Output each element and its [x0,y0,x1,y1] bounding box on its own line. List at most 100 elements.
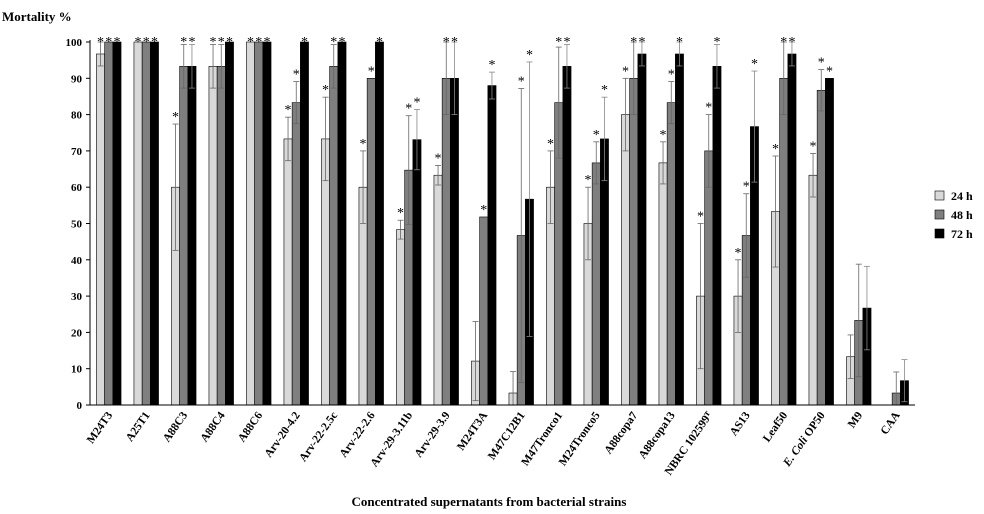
x-tick-label: A88C4 [198,410,227,445]
significance-star: * [547,137,554,152]
significance-star: * [818,56,825,71]
bar-48h-18 [779,78,789,406]
bar-48h-13 [591,162,601,406]
x-tick-label: A25T1 [124,410,153,444]
bar-24h-19 [808,174,818,406]
bar-72h-14 [637,53,647,406]
significance-star: * [705,101,712,116]
bar-24h-3 [208,66,218,406]
bar-24h-0 [96,53,105,406]
bar-72h-3 [225,41,234,406]
y-tick-label: 100 [66,37,83,49]
bar-48h-6 [329,66,339,406]
bar-24h-15 [658,162,668,406]
significance-star: * [788,35,795,50]
x-tick-label: AS13 [728,410,753,439]
significance-star: * [172,110,179,125]
y-tick-label: 0 [77,400,83,412]
legend-label-48h: 48 h [951,208,973,222]
x-tick-label: A88copa13 [637,410,678,462]
significance-star: * [113,35,120,50]
significance-star: * [480,203,487,218]
bar-72h-1 [150,41,159,406]
significance-star: * [322,83,329,98]
bar-72h-8 [412,139,422,406]
significance-star: * [226,35,233,50]
significance-star: * [293,68,300,83]
significance-star: * [451,35,458,50]
significance-star: * [735,246,742,261]
y-tick-label: 90 [71,73,83,85]
bar-24h-4 [246,41,255,406]
significance-star: * [772,142,779,157]
bar-72h-16 [712,66,722,406]
x-tick-label: M24T3A [455,409,491,453]
bar-24h-5 [283,138,293,406]
bar-72h-4 [262,41,272,406]
significance-star: * [443,35,450,50]
legend-label-72h: 72 h [951,227,973,241]
significance-star: * [405,102,412,117]
significance-star: * [180,35,187,50]
y-tick-label: 30 [71,291,83,303]
significance-star: * [780,35,787,50]
y-axis-title: Mortality % [2,9,72,24]
y-tick-label: 70 [71,146,83,158]
bar-72h-9 [450,78,459,406]
x-tick-label: Arv-22-2.6 [338,410,378,460]
bar-72h-6 [337,41,347,406]
bar-72h-2 [187,66,197,406]
bar-72h-7 [375,41,384,406]
significance-star: * [826,64,833,79]
y-tick-label: 80 [71,110,83,122]
significance-star: * [330,35,337,50]
y-tick-label: 40 [71,255,83,267]
bar-72h-19 [825,78,834,406]
significance-star: * [338,35,345,50]
bar-48h-3 [216,66,226,406]
y-tick-label: 50 [71,219,83,231]
legend-swatch-72h [934,228,945,239]
bar-48h-15 [666,102,676,406]
significance-star: * [585,173,592,188]
significance-star: * [593,128,600,143]
x-tick-label: A88C6 [236,410,265,445]
significance-star: * [301,35,308,50]
significance-star: * [435,151,442,166]
significance-star: * [668,68,675,83]
significance-star: * [518,74,525,89]
x-tick-label: M24T3 [85,410,115,446]
bar-48h-2 [179,66,189,406]
significance-star: * [97,35,104,50]
significance-star: * [397,206,404,221]
legend-swatch-48h [934,209,945,220]
bar-72h-0 [112,41,122,406]
significance-star: * [376,35,383,50]
bar-48h-19 [816,89,826,406]
bar-48h-5 [291,102,301,406]
category-labels: M24T3 A25T1 A88C3 A88C4 A88C6Arv-20-4.2Arv-2… [85,409,903,477]
significance-star: * [555,35,562,50]
legend-label-24h: 24 h [951,189,973,203]
bars: * * * * * * * * * * * * * * * * * * * * * * * * * * * * * * * * * * * * * * * *… [96,35,909,406]
significance-star: * [218,35,225,50]
significance-star: * [143,35,150,50]
significance-star: * [255,35,262,50]
x-tick-label: Leaf50 [761,410,790,445]
bar-48h-1 [141,41,151,406]
significance-star: * [247,35,254,50]
significance-star: * [263,35,270,50]
x-tick-label: M47C12B1 [486,410,528,463]
x-tick-label: M9 [846,410,865,431]
significance-star: * [368,64,375,79]
x-tick-label: Arv-29-3.9 [413,410,453,460]
x-tick-label: CAA [879,409,904,437]
significance-star: * [638,35,645,50]
x-tick-label: A88copa7 [603,410,641,457]
significance-star: * [151,35,158,50]
bar-24h-9 [433,174,443,406]
significance-star: * [622,64,629,79]
significance-star: * [743,180,750,195]
significance-star: * [360,137,367,152]
x-tick-label: A88C3 [161,410,190,445]
